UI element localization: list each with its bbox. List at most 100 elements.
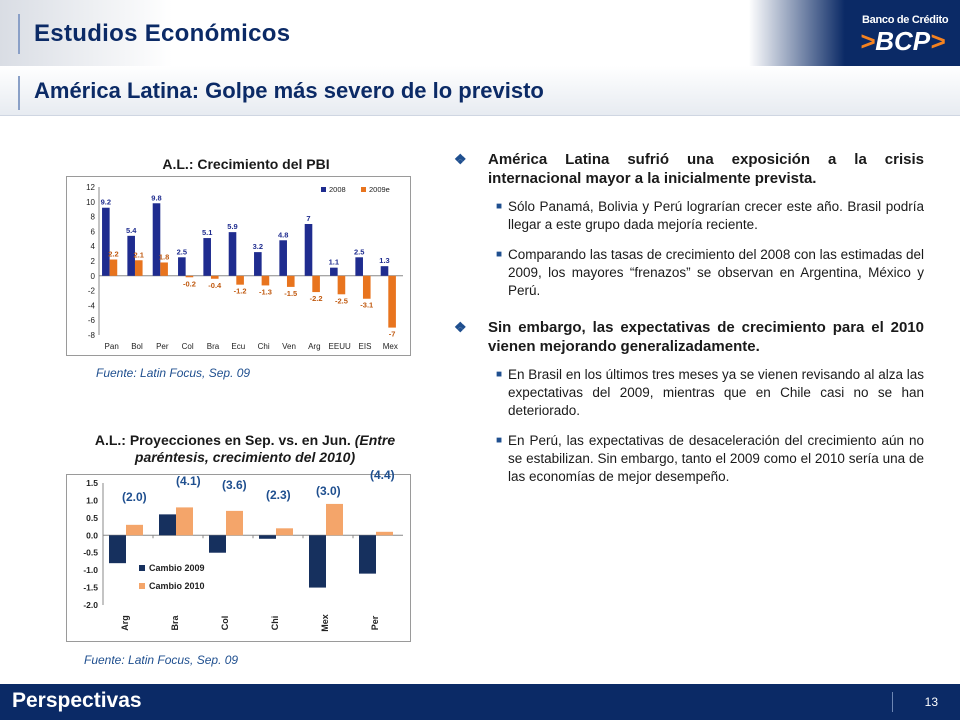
data-label: -1.5 [284,289,297,298]
slide-footer: Perspectivas 13 [0,684,960,720]
data-label: 5.4 [126,226,137,235]
legend-swatch [139,565,145,571]
y-tick-label: 10 [86,198,95,207]
square-bullet-icon: ■ [496,369,503,380]
bar-2009e [134,260,143,276]
bar-2008 [127,235,135,276]
bar-2008 [152,203,161,276]
x-tick-label: Col [182,342,194,351]
x-tick-label: Per [370,615,380,630]
legend-swatch [139,583,145,589]
bar-2009e [312,275,320,293]
logo-arrow-left: > [860,26,876,56]
bullet-text: En Perú, las expectativas de desacelerac… [508,433,924,484]
bar-2009e [185,275,194,278]
y-tick-label: 4 [91,242,96,251]
slide-title: América Latina: Golpe más severo de lo p… [34,78,544,103]
data-label: 5.9 [227,222,237,231]
bar-2008 [380,266,389,276]
bar-cambio-2010 [226,510,243,536]
logo-arrow-right: > [930,26,946,56]
footer-section-label: Perspectivas [12,689,142,712]
bullet-text: Sólo Panamá, Bolivia y Perú lograrían cr… [508,199,924,232]
gdp-growth-chart: -8 -6 -4 -2 0 2 4 6 8 10 12 9.2 5.4 9.8 2.5 5.1 5.9 3.2 4.… [86,183,403,351]
y-tick-label: 6 [91,227,96,236]
y-tick-label: 1.5 [86,478,98,488]
annotation-2010-growth: (3.6) [222,478,247,492]
bar-2009e [286,275,295,287]
y-tick-label: -2.0 [83,600,98,610]
x-tick-label: Bra [170,615,180,631]
annotation-2010-growth: (4.4) [370,468,395,482]
bar-2008 [203,238,211,276]
data-label: -1.2 [234,287,247,296]
logo-mark: >BCP> [860,26,945,57]
sub-bullet-2-2: ■ En Perú, las expectativas de desaceler… [454,432,924,486]
data-label: -2.2 [310,294,323,303]
data-label: 2.5 [177,247,187,256]
bar-2008 [102,207,110,276]
bar-cambio-2009 [209,535,226,553]
data-label: 2.5 [354,247,364,256]
data-label: -1.3 [259,287,272,296]
bar-2009e [109,259,118,276]
data-label: 9.2 [101,198,111,207]
bar-2009e [337,275,346,295]
bar-cambio-2010 [176,507,193,536]
legend-label: 2008 [329,185,346,194]
x-tick-label: Arg [120,615,130,631]
diamond-bullet-icon: ❖ [454,151,467,167]
data-label: -2.5 [335,296,348,305]
bcp-logo: Banco de Crédito >BCP> [848,0,960,66]
chart2-source: Fuente: Latin Focus, Sep. 09 [84,653,239,667]
bar-cambio-2009 [109,535,126,564]
x-tick-label: EEUU [329,342,351,351]
sub-bullet-1-1: ■ Sólo Panamá, Bolivia y Perú lograrían … [454,198,924,234]
legend-label: Cambio 2010 [149,581,205,591]
square-bullet-icon: ■ [496,249,503,260]
annotation-2010-growth: (2.3) [266,488,291,502]
chart2-title-main: A.L.: Proyecciones en Sep. vs. en Jun. [94,432,351,448]
bar-cambio-2009 [259,535,276,539]
x-tick-label: EIS [359,342,372,351]
y-tick-label: -0.5 [83,548,98,558]
y-tick-label: -1.5 [83,583,98,593]
data-label: 1.1 [329,258,339,267]
y-tick-label: 0.0 [86,530,98,540]
x-tick-label: Ecu [231,342,245,351]
bar-cambio-2010 [126,524,143,536]
bar-2008 [254,252,262,276]
data-label: 2.1 [134,250,144,259]
data-label: 9.8 [151,193,161,202]
chart2-frame: -2.0 -1.5 -1.0 -0.5 0.0 0.5 1.0 1.5 Arg Bra Col Chi… [66,474,411,642]
logo-text: BCP [875,26,931,56]
data-label: 4.8 [278,230,288,239]
header-accent-bar [18,14,20,54]
x-tick-label: Arg [308,342,320,351]
title-accent-bar [18,76,20,110]
annotation-2010-growth: (2.0) [122,490,147,504]
chart2-title: A.L.: Proyecciones en Sep. vs. en Jun. (… [90,432,400,476]
bar-2009e [210,275,219,279]
x-tick-label: Ven [282,342,296,351]
annotation-2010-growth: (3.0) [316,484,341,498]
square-bullet-icon: ■ [496,201,503,212]
x-tick-label: Bol [131,342,143,351]
x-tick-label: Mex [320,614,330,632]
bar-cambio-2010 [376,531,393,536]
bar-2008 [355,257,363,276]
y-tick-label: -8 [88,331,96,340]
bar-2008 [304,224,313,276]
sub-bullet-2-1: ■ En Brasil en los últimos tres meses ya… [454,366,924,420]
x-tick-label: Mex [383,342,398,351]
y-tick-label: 0.5 [86,513,98,523]
data-label: 1.8 [159,252,169,261]
legend-label: 2009e [369,185,390,194]
bar-cambio-2010 [326,503,343,536]
y-tick-label: 8 [91,213,96,222]
diamond-bullet-icon: ❖ [454,319,467,335]
square-bullet-icon: ■ [496,435,503,446]
data-label: 1.3 [379,256,389,265]
x-tick-label: Per [156,342,169,351]
y-tick-label: -4 [88,301,96,310]
